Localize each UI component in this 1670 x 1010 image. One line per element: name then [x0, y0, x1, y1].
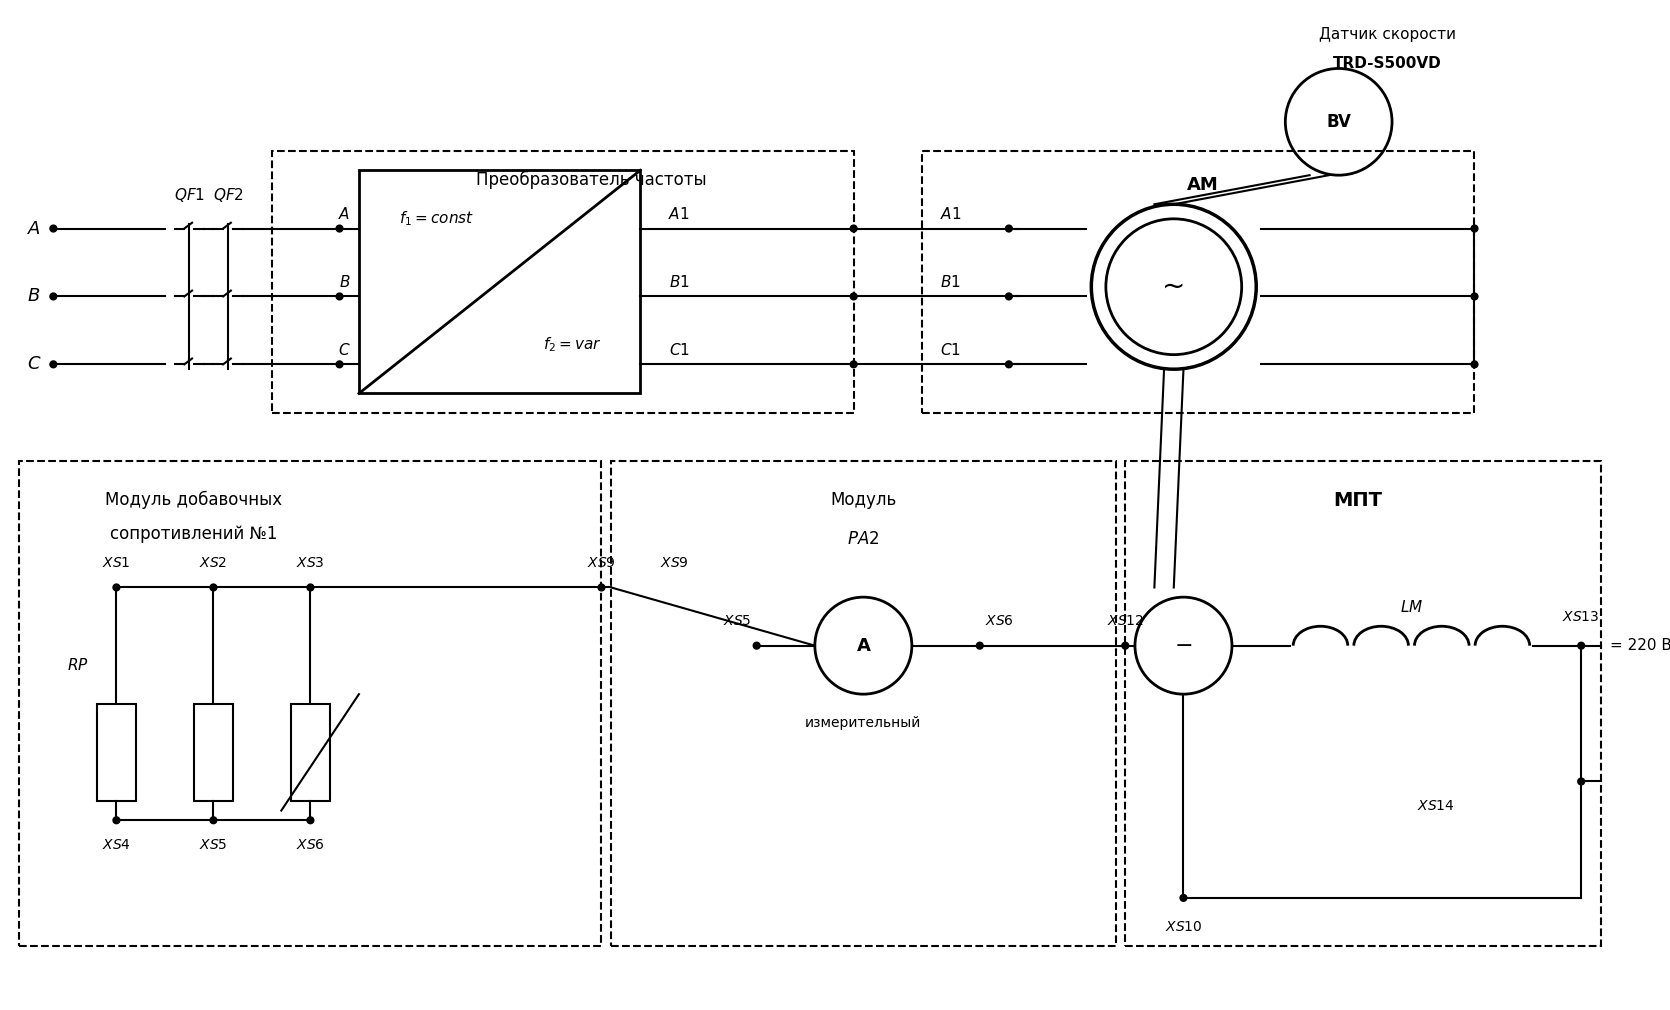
- Bar: [359, 171, 640, 394]
- Text: $XS5$: $XS5$: [723, 614, 752, 628]
- Text: $XS4$: $XS4$: [102, 837, 130, 851]
- Text: = 220 В: = 220 В: [1610, 638, 1670, 653]
- Text: $XS13$: $XS13$: [1563, 610, 1600, 623]
- Text: $XS12$: $XS12$: [1107, 614, 1144, 628]
- Text: $QF2$: $QF2$: [212, 186, 244, 204]
- Text: $B1$: $B1$: [668, 274, 690, 290]
- Text: $XS1$: $XS1$: [102, 557, 130, 571]
- Text: $A1$: $A1$: [668, 206, 690, 222]
- Circle shape: [336, 361, 342, 368]
- Text: $LM$: $LM$: [1399, 599, 1423, 615]
- Text: $C1$: $C1$: [668, 341, 690, 358]
- Circle shape: [50, 361, 57, 368]
- Text: $XS10$: $XS10$: [1164, 920, 1202, 934]
- Text: $RP$: $RP$: [67, 658, 89, 673]
- Circle shape: [753, 642, 760, 649]
- Text: сопротивлений №1: сопротивлений №1: [110, 525, 277, 543]
- Circle shape: [50, 293, 57, 300]
- Circle shape: [1181, 895, 1187, 901]
- Text: $XS9$: $XS9$: [660, 557, 688, 571]
- Circle shape: [1578, 778, 1585, 785]
- Text: АМ: АМ: [1187, 176, 1219, 194]
- Text: $QF1$: $QF1$: [174, 186, 205, 204]
- Circle shape: [598, 584, 605, 591]
- Bar: [20, 462, 601, 946]
- Bar: [611, 462, 1116, 946]
- Text: $XS2$: $XS2$: [199, 557, 227, 571]
- Text: Модуль добавочных: Модуль добавочных: [105, 491, 282, 509]
- Circle shape: [1471, 361, 1478, 368]
- Text: $A1$: $A1$: [940, 206, 962, 222]
- Bar: [1126, 462, 1600, 946]
- Circle shape: [850, 225, 857, 232]
- Circle shape: [307, 584, 314, 591]
- Bar: [194, 704, 232, 801]
- Text: $XS6$: $XS6$: [296, 837, 326, 851]
- Text: $XS14$: $XS14$: [1416, 799, 1455, 813]
- Circle shape: [210, 584, 217, 591]
- Bar: [97, 704, 135, 801]
- Circle shape: [1471, 293, 1478, 300]
- Bar: [272, 150, 853, 413]
- Text: A: A: [857, 636, 870, 654]
- Text: BV: BV: [1326, 113, 1351, 131]
- Circle shape: [1005, 361, 1012, 368]
- Circle shape: [50, 225, 57, 232]
- Circle shape: [1471, 225, 1478, 232]
- Circle shape: [850, 361, 857, 368]
- Text: $A$: $A$: [339, 206, 351, 222]
- Text: Преобразователь частоты: Преобразователь частоты: [476, 171, 706, 189]
- Text: $f_2 = var$: $f_2 = var$: [543, 335, 601, 355]
- Text: ~: ~: [1162, 273, 1186, 301]
- Circle shape: [336, 225, 342, 232]
- Circle shape: [210, 817, 217, 824]
- Circle shape: [114, 817, 120, 824]
- Text: $B$: $B$: [339, 274, 351, 290]
- Text: измерительный: измерительный: [805, 716, 922, 730]
- Circle shape: [307, 817, 314, 824]
- Text: −: −: [1174, 635, 1192, 655]
- Text: $XS6$: $XS6$: [985, 614, 1014, 628]
- Circle shape: [1578, 642, 1585, 649]
- Circle shape: [114, 584, 120, 591]
- Text: $B1$: $B1$: [940, 274, 960, 290]
- Text: $XS3$: $XS3$: [296, 557, 324, 571]
- Text: $f_1 = const$: $f_1 = const$: [399, 209, 474, 228]
- Text: $C$: $C$: [27, 356, 42, 374]
- Circle shape: [1005, 225, 1012, 232]
- Circle shape: [1122, 642, 1129, 649]
- Text: Датчик скорости: Датчик скорости: [1319, 27, 1456, 42]
- Circle shape: [1005, 293, 1012, 300]
- Circle shape: [336, 293, 342, 300]
- Text: TRD-S500VD: TRD-S500VD: [1333, 57, 1441, 71]
- Circle shape: [850, 293, 857, 300]
- Bar: [291, 704, 329, 801]
- Text: $A$: $A$: [27, 219, 42, 237]
- Text: $XS9$: $XS9$: [588, 557, 616, 571]
- Text: $B$: $B$: [27, 288, 40, 305]
- Text: $XS5$: $XS5$: [199, 837, 227, 851]
- Bar: [922, 150, 1475, 413]
- Text: $PA2$: $PA2$: [847, 530, 880, 548]
- Circle shape: [977, 642, 984, 649]
- Text: $C1$: $C1$: [940, 341, 962, 358]
- Text: Модуль: Модуль: [830, 491, 897, 509]
- Text: $C$: $C$: [337, 341, 351, 358]
- Text: МПТ: МПТ: [1334, 491, 1383, 510]
